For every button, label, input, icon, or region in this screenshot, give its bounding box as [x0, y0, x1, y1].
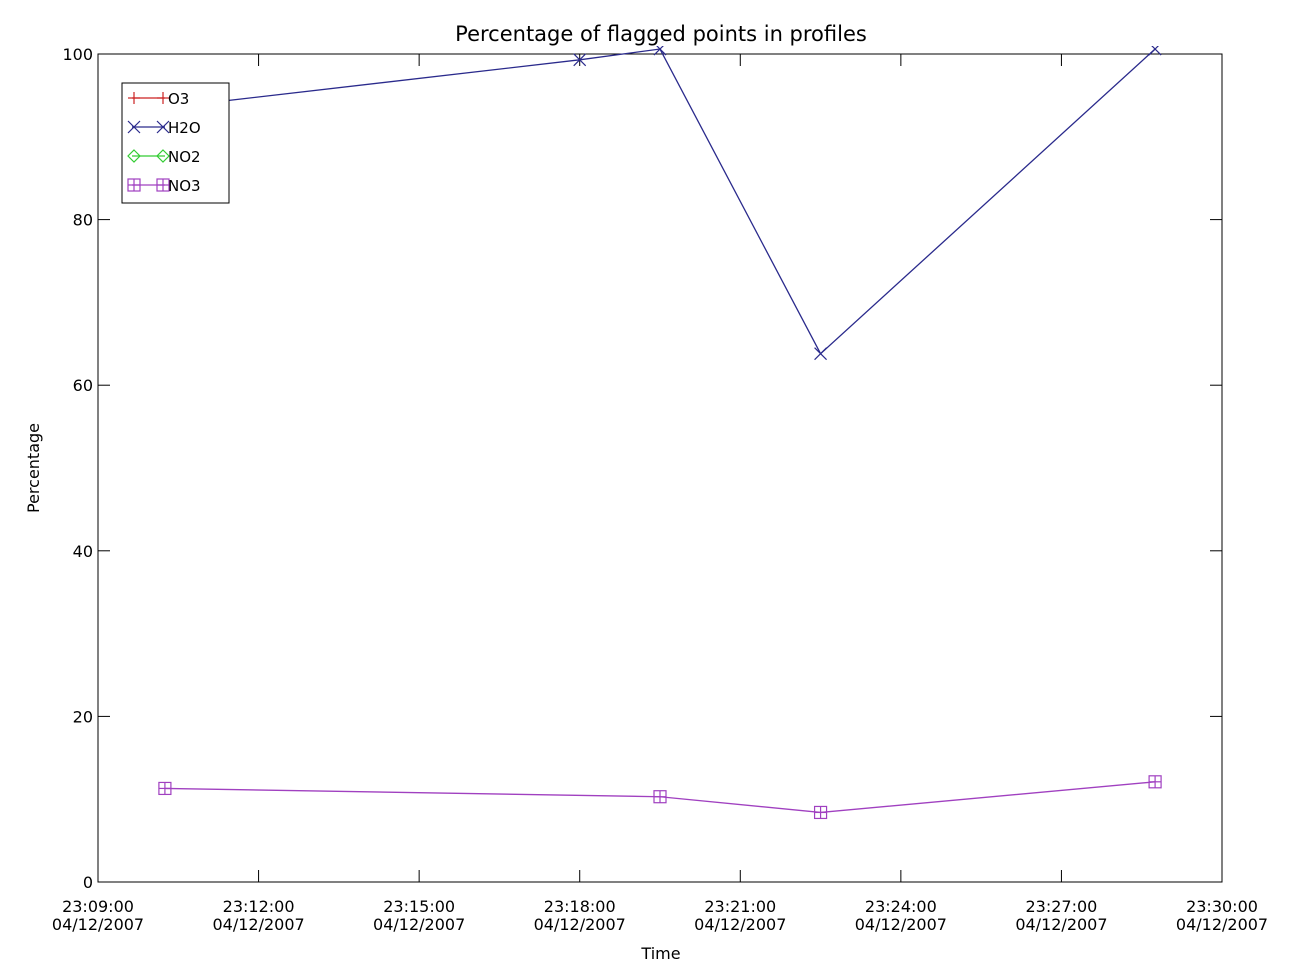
x-tick-label-time: 23:21:00	[704, 897, 776, 916]
legend-label-no2: NO2	[168, 148, 201, 166]
legend-marker-no2	[127, 149, 141, 163]
y-tick-label: 80	[73, 211, 93, 230]
data-point-no3	[158, 781, 172, 796]
data-point-h2o	[573, 53, 587, 67]
x-tick-label-date: 04/12/2007	[373, 915, 465, 934]
legend: O3 H2O NO2 NO3	[121, 82, 230, 204]
x-tick-label-time: 23:24:00	[865, 897, 937, 916]
x-tick-label-date: 04/12/2007	[534, 915, 626, 934]
x-tick-label-date: 04/12/2007	[1015, 915, 1107, 934]
x-tick-label-date: 04/12/2007	[212, 915, 304, 934]
series-line-no3	[164, 781, 1156, 814]
x-tick-label-date: 04/12/2007	[1176, 915, 1268, 934]
data-point-no3	[1148, 775, 1162, 789]
x-axis: 23:09:0004/12/200723:12:0004/12/200723:1…	[52, 54, 1268, 934]
series-layer	[158, 46, 1162, 820]
legend-marker-h2o	[156, 120, 170, 134]
data-point-h2o	[653, 46, 667, 56]
data-point-no3	[653, 790, 667, 804]
y-axis-label: Percentage	[24, 423, 43, 513]
x-tick-label-date: 04/12/2007	[52, 915, 144, 934]
legend-marker-o3	[128, 92, 140, 104]
legend-marker-h2o	[127, 120, 141, 134]
data-point-h2o	[1148, 46, 1162, 56]
legend-marker-no2	[156, 149, 170, 163]
x-tick-label-time: 23:18:00	[544, 897, 616, 916]
x-axis-label: Time	[640, 944, 680, 963]
x-tick-label-date: 04/12/2007	[694, 915, 786, 934]
y-axis: 0 20 40 60 80 100	[62, 45, 1222, 892]
y-tick-label: 60	[73, 376, 93, 395]
y-tick-label: 40	[73, 542, 93, 561]
data-point-no3	[813, 805, 828, 820]
y-tick-label: 100	[62, 45, 93, 64]
y-tick-label: 20	[73, 707, 93, 726]
plot-frame	[97, 53, 1223, 883]
legend-marker-no3	[156, 178, 170, 192]
x-tick-label-time: 23:15:00	[383, 897, 455, 916]
x-tick-label-time: 23:09:00	[62, 897, 134, 916]
data-point-h2o	[814, 347, 827, 361]
x-tick-label-time: 23:30:00	[1186, 897, 1258, 916]
legend-label-o3: O3	[168, 90, 189, 108]
legend-label-no3: NO3	[168, 177, 201, 195]
legend-marker-o3	[157, 92, 169, 104]
series-line-h2o	[164, 48, 1156, 355]
legend-marker-no3	[127, 178, 141, 192]
x-tick-label-time: 23:27:00	[1025, 897, 1097, 916]
x-tick-label-date: 04/12/2007	[855, 915, 947, 934]
legend-label-h2o: H2O	[168, 119, 201, 137]
x-tick-label-time: 23:12:00	[223, 897, 295, 916]
chart-title: Percentage of flagged points in profiles	[455, 22, 867, 46]
y-tick-label: 0	[83, 873, 93, 892]
